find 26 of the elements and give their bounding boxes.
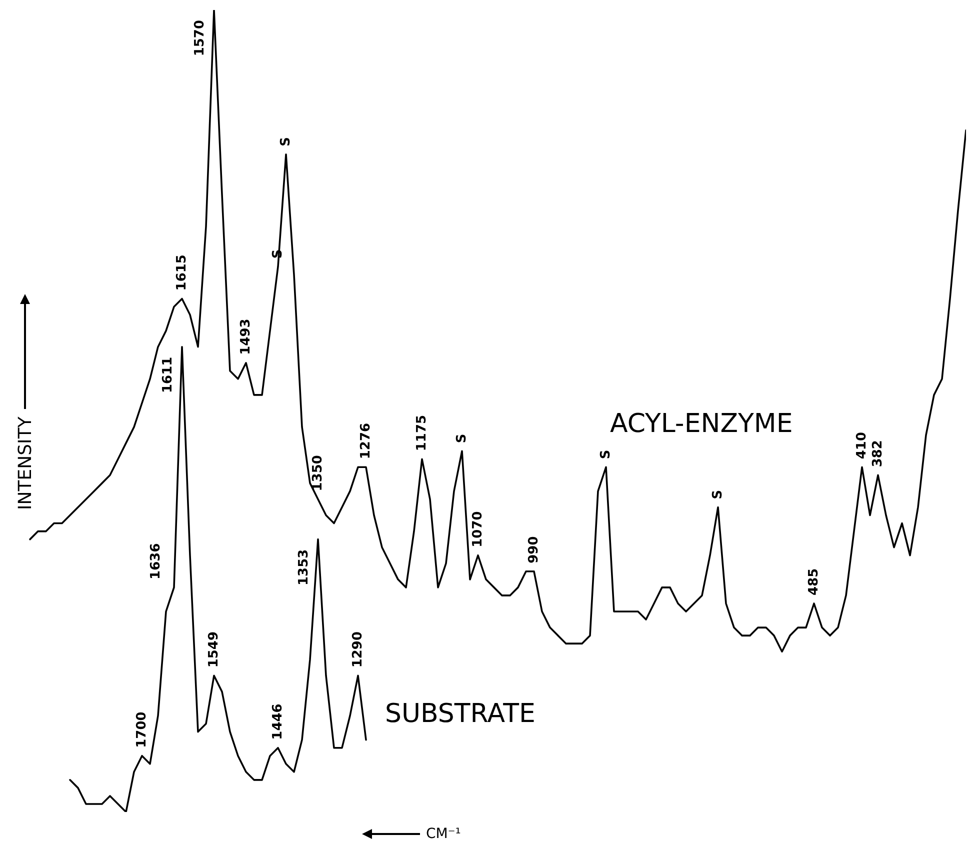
y-axis-title: INTENSITY bbox=[14, 416, 36, 510]
annotation: 1350 bbox=[310, 455, 326, 492]
series-label: SUBSTRATE bbox=[385, 698, 536, 729]
x-axis-title: CM⁻¹ bbox=[426, 826, 461, 842]
annotation: S bbox=[710, 490, 726, 500]
annotation: 410 bbox=[854, 432, 870, 460]
annotation: 1446 bbox=[270, 704, 286, 740]
annotation: 485 bbox=[806, 568, 822, 596]
annotation: 1615 bbox=[174, 254, 190, 291]
annotation: 1276 bbox=[358, 422, 374, 460]
annotation: 382 bbox=[870, 440, 886, 468]
annotation: 1175 bbox=[414, 414, 430, 452]
annotation: 1636 bbox=[148, 543, 164, 580]
annotation: S bbox=[454, 434, 470, 444]
annotation: 1353 bbox=[296, 549, 312, 586]
annotation: 1611 bbox=[160, 356, 176, 394]
annotation: 1290 bbox=[350, 631, 366, 668]
annotation: 1493 bbox=[238, 318, 254, 355]
annotation: S bbox=[278, 136, 294, 146]
series-label: ACYL-ENZYME bbox=[610, 408, 793, 439]
annotation: 1570 bbox=[192, 20, 208, 56]
annotation: 1700 bbox=[134, 712, 150, 748]
annotation: 1070 bbox=[470, 511, 486, 548]
annotation: 990 bbox=[526, 536, 542, 564]
annotation: 1549 bbox=[206, 631, 222, 668]
annotation: S bbox=[598, 450, 614, 460]
